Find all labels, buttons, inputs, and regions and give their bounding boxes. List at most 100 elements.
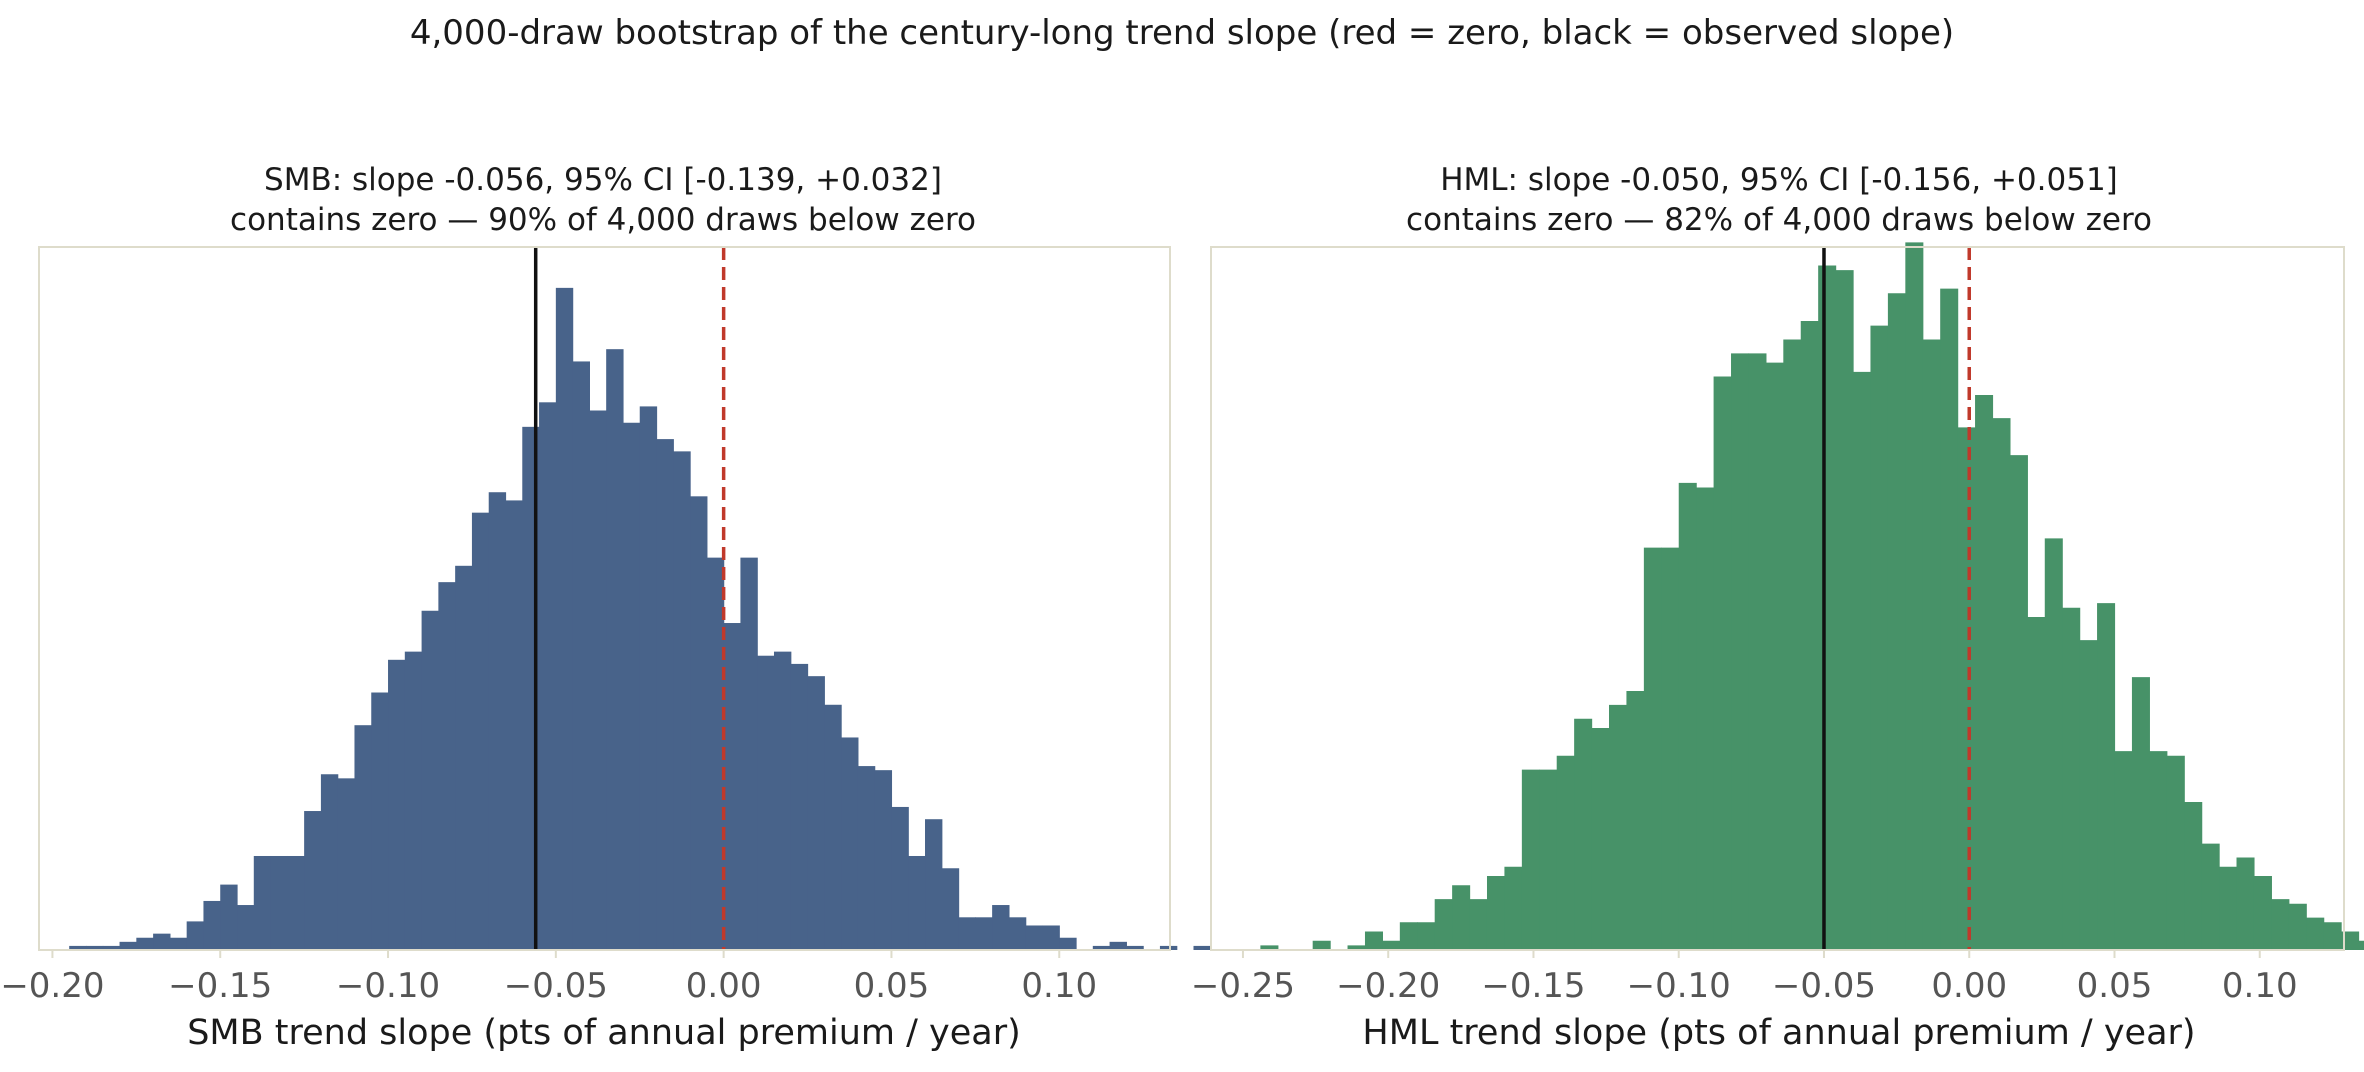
- hml-histogram-bar: [1853, 371, 1872, 951]
- smb-histogram-bar: [136, 937, 154, 950]
- smb-histogram-bar: [455, 565, 473, 950]
- hml-x-tick-label: −0.25: [1191, 966, 1295, 1006]
- hml-histogram-bar: [2079, 640, 2098, 951]
- smb-histogram-bar: [706, 557, 725, 950]
- hml-histogram-bar: [1521, 769, 1540, 951]
- hml-histogram-bar: [2149, 751, 2168, 951]
- smb-histogram-bar: [740, 557, 758, 950]
- smb-histogram-bar: [1109, 941, 1127, 950]
- hml-histogram-bar: [1556, 755, 1575, 950]
- hml-histogram-bar: [1940, 288, 1959, 951]
- hml-x-tick-label: 0.05: [2077, 966, 2153, 1006]
- smb-histogram-panel: SMB: slope -0.056, 95% CI [-0.139, +0.03…: [0, 162, 1211, 1053]
- smb-histogram-bar: [857, 766, 876, 950]
- smb-histogram-bar: [253, 855, 272, 950]
- hml-histogram-bar: [2341, 931, 2360, 950]
- smb-panel-title-line1: SMB: slope -0.056, 95% CI [-0.139, +0.03…: [264, 162, 942, 198]
- hml-histogram-bar: [1678, 482, 1697, 951]
- hml-histogram-bar: [1574, 718, 1593, 950]
- hml-histogram-bar: [1591, 728, 1610, 950]
- hml-histogram-bar: [2253, 876, 2272, 950]
- smb-histogram-bar: [153, 933, 171, 950]
- hml-histogram-bar: [1417, 922, 1436, 950]
- smb-histogram-bar: [555, 287, 574, 950]
- hml-histogram-bar: [1975, 395, 1994, 950]
- smb-histogram-bar: [1092, 945, 1111, 950]
- hml-histogram-bar: [1399, 922, 1418, 950]
- hml-x-tick-label: −0.10: [1627, 966, 1731, 1006]
- smb-histogram-bar: [874, 770, 893, 950]
- smb-histogram-bar: [287, 855, 305, 950]
- hml-x-tick-label: 0.10: [2222, 966, 2298, 1006]
- smb-histogram-bar: [203, 900, 221, 950]
- hml-histogram-bar: [1957, 427, 1976, 951]
- hml-histogram-bar: [2009, 455, 2028, 951]
- smb-histogram-bar: [220, 884, 238, 950]
- smb-histogram-bar: [505, 500, 523, 950]
- hml-x-axis-label: HML trend slope (pts of annual premium /…: [1362, 1013, 2195, 1053]
- smb-histogram-bar: [1126, 945, 1144, 950]
- smb-histogram-bar: [622, 422, 641, 950]
- hml-histogram-bar: [1539, 769, 1558, 951]
- smb-histogram-bar: [69, 945, 87, 950]
- smb-histogram-bar: [941, 868, 960, 950]
- smb-histogram-bar: [925, 819, 943, 950]
- smb-x-tick-label: −0.15: [168, 966, 272, 1006]
- smb-histogram-bar: [320, 774, 339, 950]
- hml-histogram-bar: [1486, 876, 1506, 950]
- hml-histogram-bar: [1312, 940, 1331, 950]
- smb-histogram-bar: [1059, 937, 1077, 950]
- smb-x-axis-ticks: −0.20 −0.15 −0.10 −0.05 0.00 0.05 0.10: [0, 950, 1097, 1006]
- smb-histogram-bar: [85, 945, 104, 950]
- hml-x-tick-label: −0.05: [1772, 966, 1876, 1006]
- smb-histogram-bar: [992, 905, 1010, 950]
- hml-histogram-bar: [1800, 321, 1819, 950]
- figure-suptitle: 4,000-draw bootstrap of the century-long…: [410, 13, 1954, 53]
- hml-histogram-bar: [1469, 899, 1488, 951]
- smb-histogram-bar: [773, 651, 792, 950]
- hml-histogram-bar: [2044, 538, 2063, 951]
- smb-histogram-bar: [404, 651, 423, 950]
- smb-x-tick-label: 0.05: [854, 966, 930, 1006]
- smb-histogram-bar: [488, 492, 507, 950]
- smb-histogram-bar: [1159, 945, 1178, 950]
- hml-histogram-bar: [1765, 362, 1784, 951]
- hml-histogram-panel: HML: slope -0.050, 95% CI [-0.156, +0.05…: [1191, 162, 2364, 1053]
- hml-histogram-bar: [2358, 940, 2364, 950]
- smb-histogram-bar: [572, 361, 590, 950]
- smb-x-tick-label: 0.00: [686, 966, 762, 1006]
- hml-histogram-bar: [1922, 339, 1941, 950]
- smb-histogram-bar: [841, 737, 859, 950]
- smb-histogram-bar: [119, 941, 137, 950]
- smb-histogram-bar: [354, 725, 372, 950]
- hml-histogram-bar: [1748, 353, 1767, 951]
- smb-histogram-bar: [656, 439, 674, 950]
- smb-histogram-bar: [757, 655, 775, 950]
- hml-histogram-bar: [1364, 931, 1383, 950]
- hml-histogram-bar: [1504, 866, 1523, 950]
- smb-histogram-bar: [371, 692, 389, 950]
- smb-histogram-bar: [807, 676, 825, 950]
- hml-panel-title-line1: HML: slope -0.050, 95% CI [-0.156, +0.05…: [1440, 162, 2118, 198]
- hml-histogram-bar: [1713, 376, 1732, 950]
- smb-histogram-bar: [1042, 925, 1060, 950]
- hml-histogram-bar: [2184, 802, 2203, 950]
- hml-plot-frame: [1210, 246, 2345, 951]
- smb-histogram-bar: [237, 905, 255, 950]
- hml-histogram-bar: [1260, 945, 1279, 951]
- smb-histogram-bar: [639, 406, 658, 950]
- smb-x-axis-label: SMB trend slope (pts of annual premium /…: [187, 1013, 1021, 1053]
- hml-histogram-bar: [2306, 917, 2325, 951]
- smb-histogram-bar: [824, 704, 842, 950]
- smb-histogram-bar: [421, 610, 439, 950]
- hml-histogram-bar: [2062, 607, 2081, 950]
- smb-histogram-bar: [169, 937, 188, 950]
- smb-histogram-bar: [270, 855, 288, 950]
- hml-histogram-bar: [1870, 325, 1889, 951]
- hml-histogram-bar: [1992, 418, 2011, 951]
- hml-histogram-bar: [2288, 903, 2307, 950]
- smb-histogram-bar: [539, 402, 557, 950]
- smb-histogram-bar: [790, 663, 809, 950]
- hml-histogram-bar: [1887, 293, 1906, 950]
